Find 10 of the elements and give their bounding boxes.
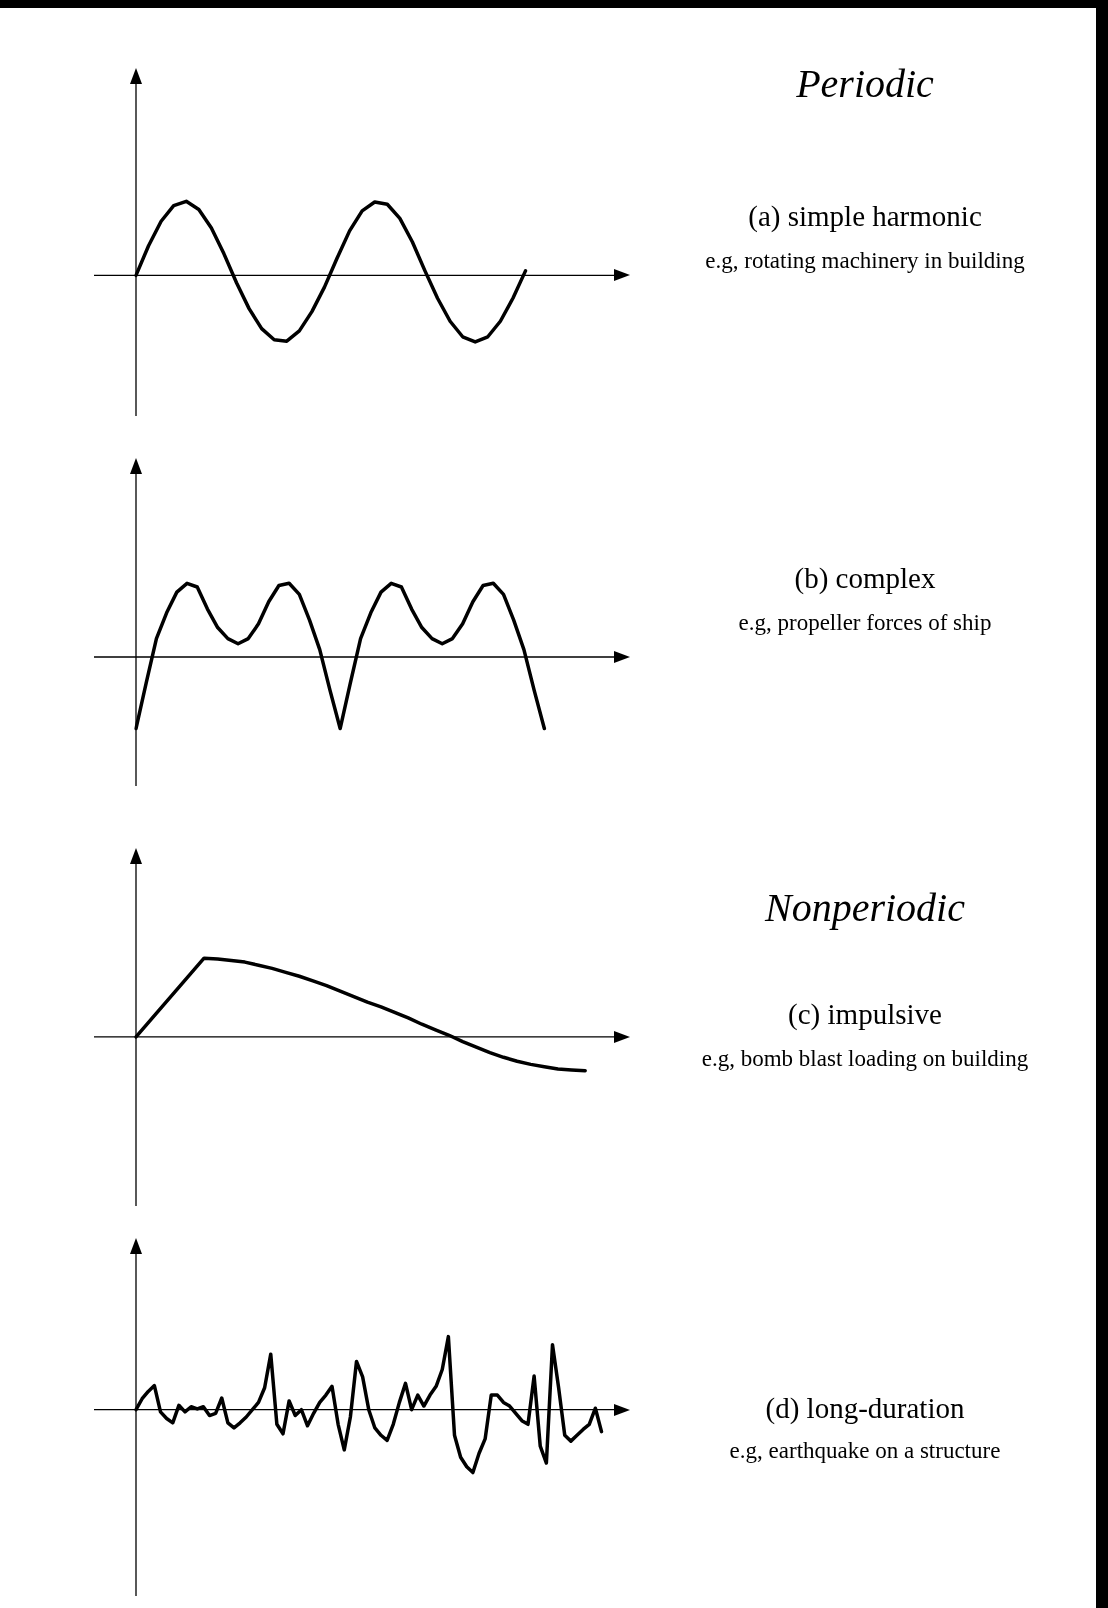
text: Nonperiodic bbox=[763, 884, 966, 931]
text: e.g, earthquake on a structure bbox=[728, 1438, 1002, 1464]
text: (d) long-duration bbox=[764, 1392, 966, 1425]
text: (c) impulsive bbox=[787, 998, 943, 1031]
text: (b) complex bbox=[793, 562, 937, 595]
text: (a) simple harmonic bbox=[747, 200, 983, 233]
text: e.g, propeller forces of ship bbox=[737, 610, 993, 636]
text: e.g, bomb blast loading on building bbox=[700, 1046, 1030, 1072]
text: Periodic bbox=[795, 60, 935, 107]
text: e.g, rotating machinery in building bbox=[704, 248, 1026, 274]
